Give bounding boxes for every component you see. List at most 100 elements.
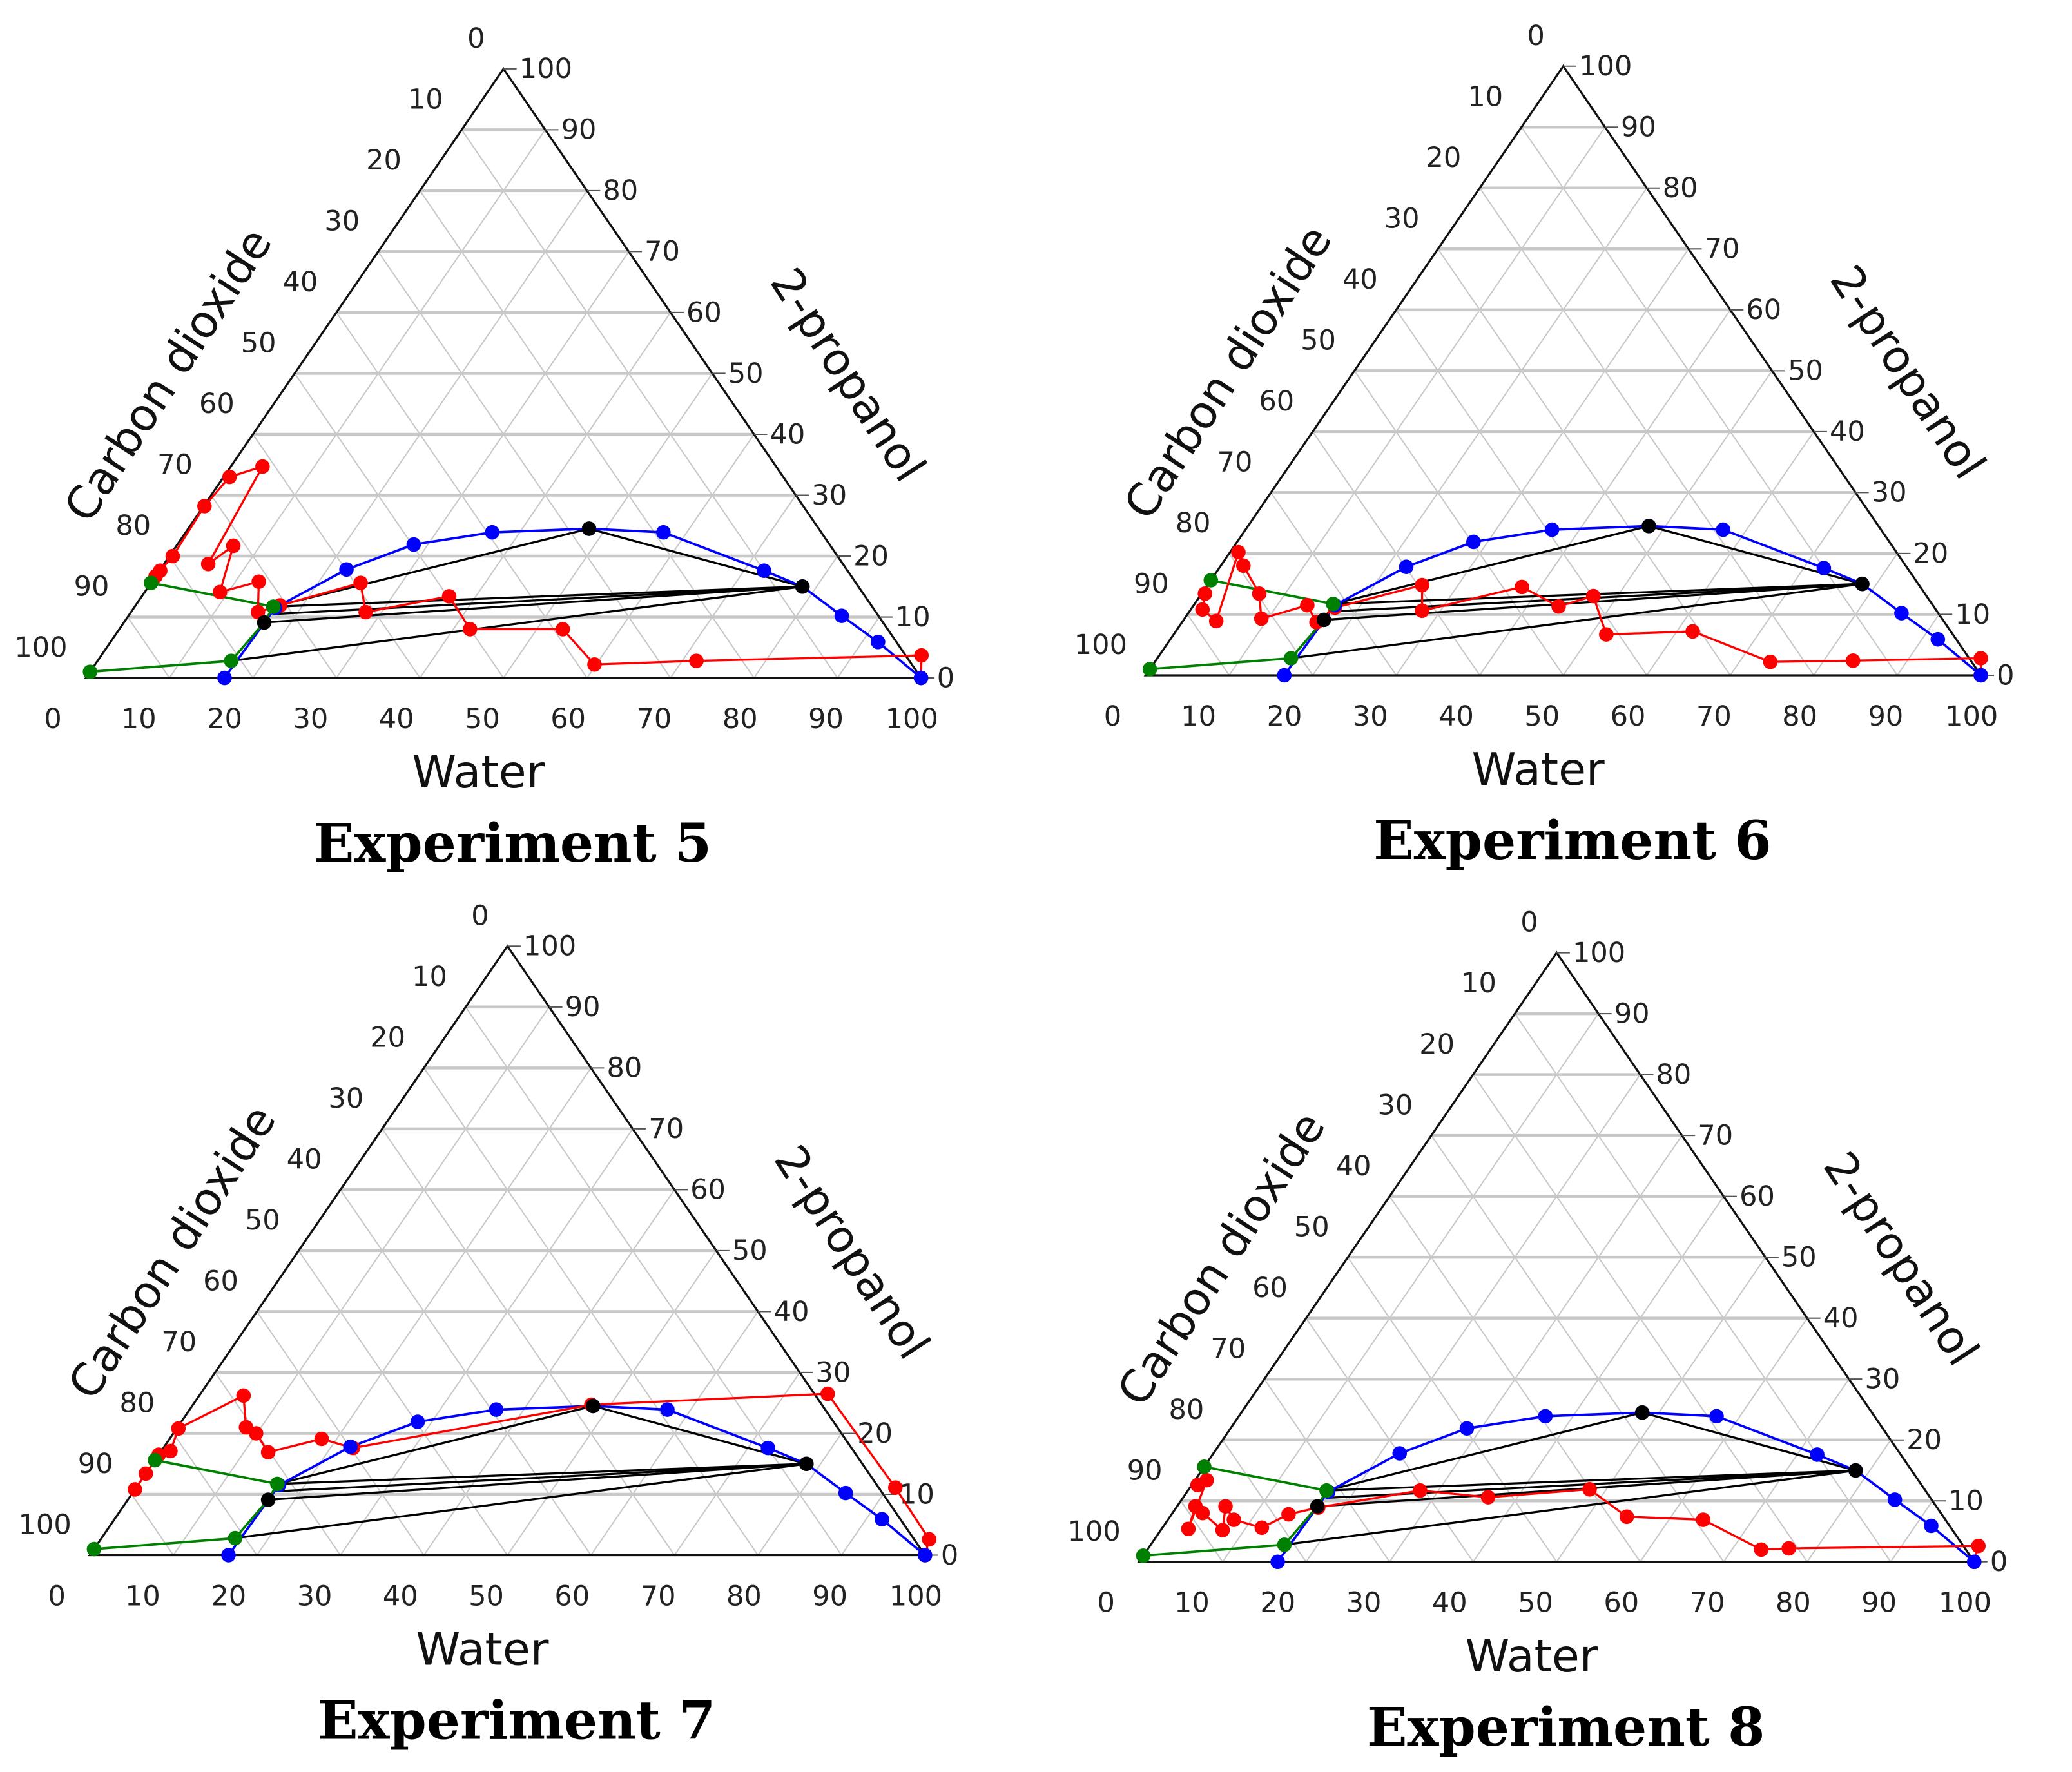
experimental-point [1763,654,1778,669]
grid-line-co2 [1263,1378,1391,1563]
grid-line-co2 [382,1128,675,1556]
binodal-point [1810,1447,1825,1462]
binodal-point [217,670,232,686]
grid-line-water [757,1432,842,1556]
grid-line-water [840,1494,884,1556]
propanol-tick-label: 20 [857,1418,893,1450]
water-tick-label: 90 [812,1580,847,1612]
tie-line [231,585,803,662]
co2-rich-point [1283,651,1299,666]
water-tick-label: 100 [1939,1587,1991,1619]
experimental-point [1300,597,1315,613]
experimental-point [222,469,237,485]
co2-tick-label: 10 [1461,967,1496,999]
propanol-tick-label: 60 [686,296,722,329]
binodal-point [410,1414,425,1429]
experimental-point [260,1445,276,1460]
co2-axis-title: Carbon dioxide [1107,1103,1335,1415]
experimental-line [155,465,923,679]
grid-line-co2 [252,434,421,679]
co2-axis-title: Carbon dioxide [58,1096,286,1409]
grid-line-water [503,372,713,679]
tie-point [1634,1405,1650,1420]
experimental-point [689,653,704,668]
binodal-point [875,1512,889,1527]
grid-line-water [586,434,755,679]
tie-point [257,615,272,630]
water-tick-label: 10 [125,1580,160,1612]
grid-line-water [1806,1440,1892,1563]
grid-line-water [1897,613,1940,676]
experimental-point [463,622,478,637]
propanol-tick-label: 40 [1823,1302,1859,1334]
propanol-tick-label: 0 [941,1539,958,1572]
water-tick-label: 60 [1611,700,1646,733]
grid-line-water [837,616,880,679]
binodal-point [1466,534,1481,550]
co2-tick-label: 50 [241,327,276,360]
grid-line-water [1729,492,1856,676]
experimental-point [1281,1507,1296,1522]
water-tick-label: 70 [641,1580,676,1612]
water-axis-title: Water [416,1624,548,1676]
binodal-point [913,670,929,686]
binodal-point [221,1548,236,1563]
propanol-tick-label: 60 [690,1174,726,1206]
binodal-point [1392,1446,1408,1461]
binodal-point [656,525,671,540]
tie-line [1284,1469,1856,1546]
co2-tick-label: 50 [1294,1211,1330,1243]
propanol-axis-title: 2-propanol [1813,1143,1989,1375]
co2-tick-label: 60 [203,1266,238,1298]
propanol-tick-label: 70 [1705,233,1740,265]
co2-tick-label: 50 [1301,325,1336,357]
ternary-plot-5: 0001010102020203030304040405050506060607… [14,23,954,874]
experimental-point [197,499,212,514]
water-tick-label: 20 [211,1580,246,1612]
binodal-point [343,1439,358,1454]
propanol-tick-label: 100 [1579,50,1632,82]
co2-tick-label: 90 [1127,1454,1163,1487]
co2-tick-label: 60 [1252,1272,1288,1304]
propanol-tick-label: 20 [1913,537,1949,570]
grid-line-water [670,494,797,679]
propanol-tick-label: 90 [1614,997,1650,1030]
grid-line-co2 [461,129,838,679]
water-tick-label: 0 [44,703,61,735]
experimental-point [1231,544,1246,560]
co2-rich-point [224,653,239,668]
water-tick-label: 20 [1260,1587,1295,1619]
water-tick-label: 40 [379,703,414,735]
tie-line [1290,583,1863,660]
co2-rich-point [148,1452,162,1468]
experimental-point [820,1386,835,1401]
co2-tick-label: 20 [370,1022,405,1054]
water-tick-label: 60 [1603,1587,1639,1619]
co2-tick-label: 80 [1169,1394,1205,1426]
propanol-tick-label: 10 [1948,1485,1984,1517]
tie-point [799,1456,814,1472]
co2-tick-label: 90 [78,1448,113,1480]
water-tick-label: 40 [383,1580,418,1612]
co2-tick-label: 40 [1342,264,1378,296]
water-tick-label: 30 [1346,1587,1382,1619]
grid-line-water [1813,553,1898,676]
grid-line-co2 [127,616,170,679]
binodal-curve [228,1405,926,1556]
water-tick-label: 30 [293,703,328,735]
ternary-plot-8: 0001010102020203030304040405050506060607… [1068,907,2008,1758]
tie-point [1317,612,1331,628]
experimental-point [1218,1499,1233,1514]
experimental-point [887,1480,903,1495]
co2-rich-point [270,1476,285,1492]
experimental-point [1585,588,1601,604]
propanol-axis-title: 2-propanol [760,259,936,491]
binodal-point [1930,631,1946,647]
experimental-point [314,1431,329,1447]
co2-rich-line [1143,1490,1328,1557]
co2-tick-label: 100 [19,1509,72,1541]
binodal-curve [1277,1411,1975,1563]
propanol-tick-label: 20 [853,540,889,572]
grid-line-co2 [1312,431,1480,676]
